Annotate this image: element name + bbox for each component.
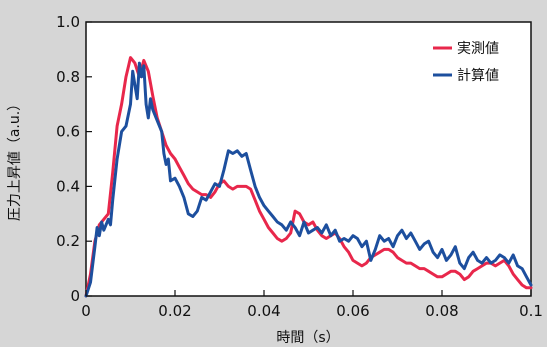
legend-label: 計算値 <box>457 68 499 84</box>
y-tick-label: 0.6 <box>56 123 80 141</box>
y-tick-label: 0.4 <box>56 177 80 195</box>
x-tick-label: 0.1 <box>519 302 543 320</box>
series-line-2 <box>84 61 533 298</box>
x-tick-label: 0.06 <box>336 302 369 320</box>
legend-label: 実測値 <box>457 41 499 57</box>
x-tick-label: 0.04 <box>247 302 280 320</box>
ticks-layer: 0 0.02 0.04 0.06 0.08 0.1 0 0.2 0.4 0.6 0.8 1.0 <box>56 13 543 320</box>
y-tick-label: 0 <box>70 287 80 305</box>
x-axis-label: 時間（s） <box>276 330 339 346</box>
x-tick-label: 0 <box>81 302 91 320</box>
plot-area <box>85 21 532 297</box>
y-tick-label: 0.2 <box>56 232 80 250</box>
x-tick-label: 0.02 <box>158 302 191 320</box>
y-tick-label: 1.0 <box>56 13 80 31</box>
series-layer <box>84 56 533 298</box>
x-tick-label: 0.08 <box>425 302 458 320</box>
y-tick-label: 0.8 <box>56 68 80 86</box>
y-axis-label: 圧力上昇値（a.u.） <box>7 97 23 221</box>
